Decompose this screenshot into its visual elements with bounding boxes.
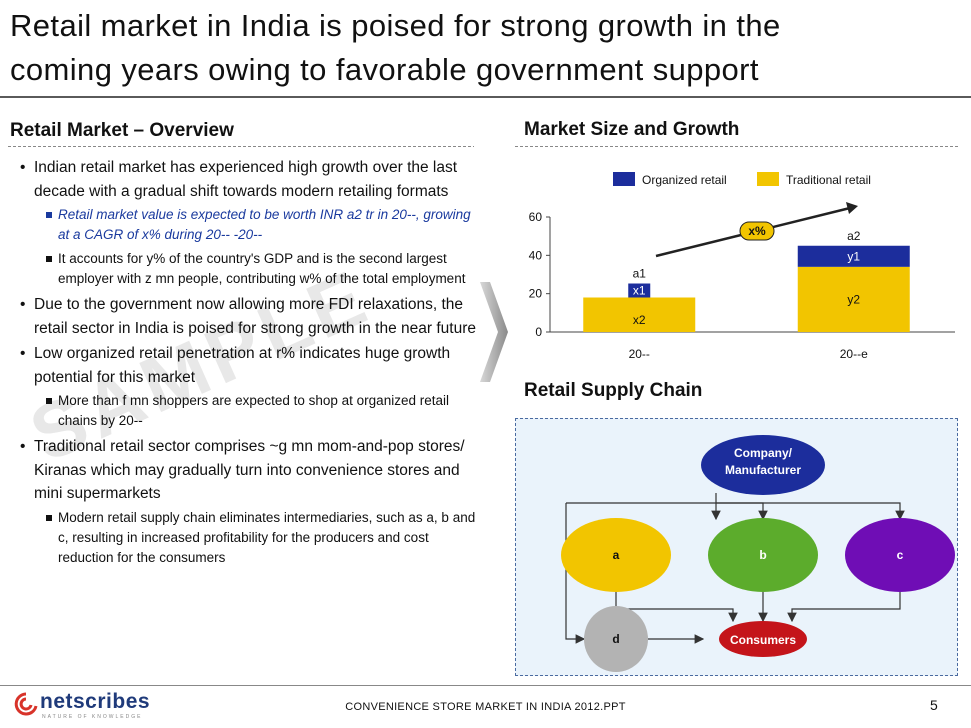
- supply-chain-svg: Company/ Manufacturer a b c d Consumers: [561, 435, 955, 672]
- bullet-4-sub-1: Modern retail supply chain eliminates in…: [8, 508, 476, 568]
- bullet-1-sub-2-text: It accounts for y% of the country's GDP …: [58, 251, 466, 286]
- node-c-label: c: [897, 548, 904, 562]
- netscribes-logo: netscribes NATURE OF KNOWLEDGE: [14, 690, 164, 722]
- overview-heading: Retail Market – Overview: [10, 120, 234, 141]
- logo-wordmark: netscribes: [40, 690, 151, 713]
- bullet-3-text: Low organized retail penetration at r% i…: [34, 345, 451, 386]
- bar-data-label: y1: [847, 249, 860, 263]
- x-tick-label: 20--: [629, 347, 650, 361]
- market-heading: Market Size and Growth: [524, 119, 740, 140]
- bullet-3-sub-1: More than f mn shoppers are expected to …: [8, 391, 476, 431]
- supply-chain-diagram: Company/ Manufacturer a b c d Consumers: [515, 418, 958, 676]
- bar-data-label: y2: [847, 292, 860, 306]
- bullet-3-sub-1-text: More than f mn shoppers are expected to …: [58, 393, 449, 428]
- market-size-chart: Organized retail Traditional retail 0 20 40 6…: [529, 172, 955, 361]
- bullet-4-sub-1-text: Modern retail supply chain eliminates in…: [58, 509, 476, 565]
- bullet-2: • Due to the government now allowing more…: [20, 296, 476, 337]
- footer-document-name: CONVENIENCE STORE MARKET IN INDIA 2012.P…: [345, 701, 626, 713]
- connector-company-to-b: [716, 502, 768, 521]
- y-tick-label: 60: [529, 210, 543, 224]
- bullet-4-text: Traditional retail sector comprises ~g m…: [34, 438, 465, 502]
- bar-traditional: [583, 297, 696, 332]
- bar-organized: [628, 283, 651, 298]
- logo-tagline: NATURE OF KNOWLEDGE: [42, 714, 143, 720]
- bullet-1-text: Indian retail market has experienced hig…: [34, 159, 458, 200]
- node-c: [845, 518, 955, 592]
- page-title: Retail market in India is poised for str…: [10, 4, 960, 92]
- y-tick-label: 0: [535, 325, 542, 339]
- connector-c-to-consumers: [787, 592, 901, 623]
- title-divider: [0, 96, 971, 98]
- bullet-4: • Traditional retail sector comprises ~g …: [20, 438, 465, 502]
- connector-a-to-consumers: [615, 592, 738, 623]
- bullet-1-sub-1: Retail market value is expected to be wo…: [8, 205, 476, 245]
- company-manufacturer-node: [701, 435, 825, 495]
- bar-traditional: [797, 266, 910, 332]
- legend-label-organized: Organized retail: [642, 173, 727, 187]
- overview-bullets: • Indian retail market has experienced hi…: [8, 156, 476, 572]
- bullet-1: • Indian retail market has experienced hi…: [20, 159, 458, 200]
- bar-data-label: x1: [633, 284, 646, 298]
- growth-label: x%: [748, 224, 766, 238]
- title-line-2: coming years owing to favorable governme…: [10, 52, 759, 87]
- title-line-1: Retail market in India is poised for str…: [10, 8, 781, 43]
- node-d: [584, 606, 648, 672]
- legend-swatch-organized: [613, 172, 635, 186]
- supply-connectors: [565, 493, 905, 644]
- growth-arrow-head: [846, 202, 858, 214]
- y-tick-label: 40: [529, 248, 543, 262]
- node-a-label: a: [613, 548, 620, 562]
- legend-swatch-traditional: [757, 172, 779, 186]
- node-b: [708, 518, 818, 592]
- bullet-1-sub-1-text: Retail market value is expected to be wo…: [58, 207, 471, 242]
- footer-divider: [0, 685, 971, 686]
- netscribes-logo-icon: [14, 692, 38, 716]
- x-tick-label: 20--e: [840, 347, 868, 361]
- bar-total-label: a1: [633, 267, 647, 281]
- overview-heading-rule: [8, 146, 474, 147]
- connector-company-to-c: [715, 493, 905, 521]
- company-label-2: Manufacturer: [725, 463, 801, 477]
- growth-badge: [739, 221, 775, 241]
- chevron-arrow-icon: [480, 282, 508, 382]
- legend-label-traditional: Traditional retail: [786, 173, 871, 187]
- consumers-node: [719, 621, 807, 657]
- bullet-2-text: Due to the government now allowing more …: [34, 296, 476, 337]
- y-tick-label: 20: [529, 287, 543, 301]
- bullet-1-sub-2: It accounts for y% of the country's GDP …: [8, 249, 476, 289]
- company-label-1: Company/: [734, 446, 793, 460]
- node-d-label: d: [612, 632, 619, 646]
- bullet-3: • Low organized retail penetration at r% …: [20, 345, 451, 386]
- bar-data-label: x2: [633, 313, 646, 327]
- bar-total-label: a2: [847, 229, 861, 243]
- node-b-label: b: [759, 548, 766, 562]
- page-number: 5: [930, 697, 938, 713]
- bar-organized: [797, 245, 910, 267]
- market-heading-rule: [515, 146, 958, 147]
- consumers-label: Consumers: [730, 633, 796, 647]
- node-a: [561, 518, 671, 592]
- supply-heading: Retail Supply Chain: [524, 380, 703, 401]
